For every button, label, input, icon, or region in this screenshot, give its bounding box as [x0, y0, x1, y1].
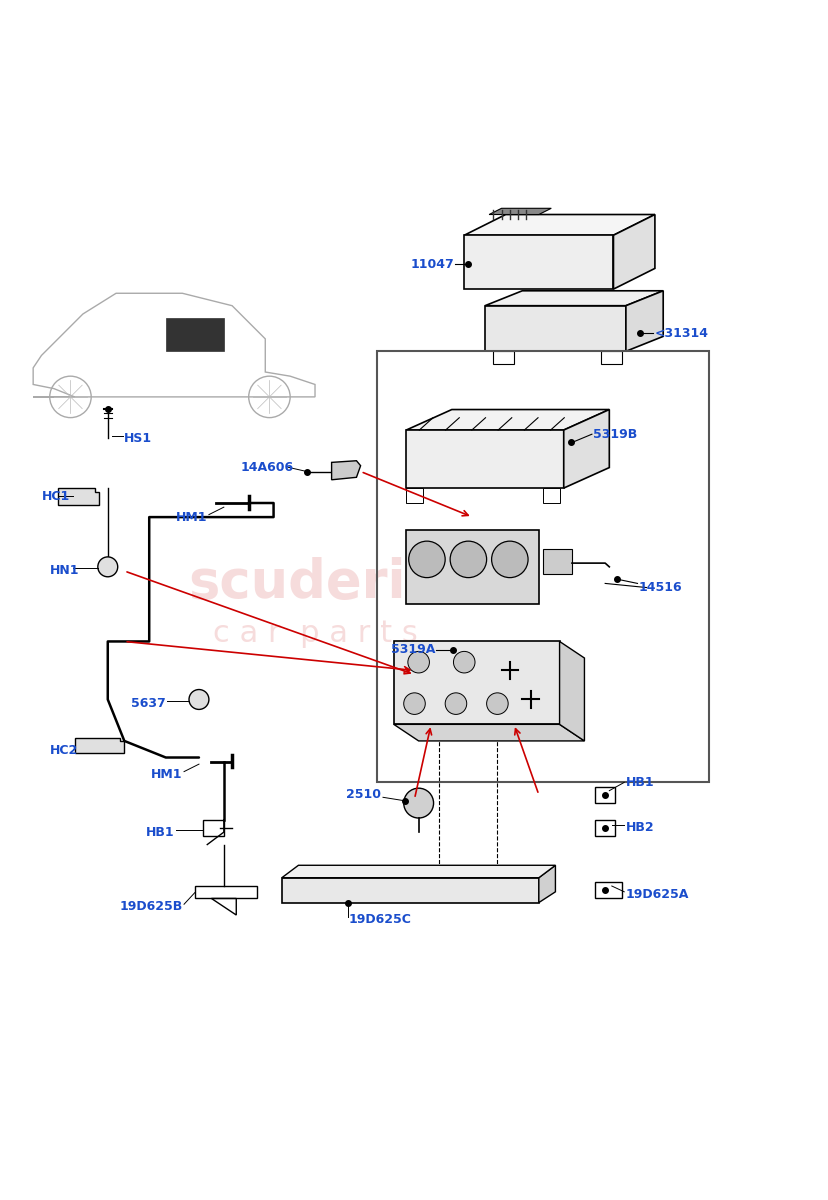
- Circle shape: [403, 788, 433, 818]
- Circle shape: [98, 557, 118, 577]
- Text: 5319A: 5319A: [390, 643, 435, 656]
- Polygon shape: [406, 430, 563, 488]
- Bar: [542, 550, 571, 575]
- Polygon shape: [406, 488, 422, 503]
- Polygon shape: [493, 352, 513, 364]
- Text: HC2: HC2: [50, 744, 78, 757]
- Text: HS1: HS1: [124, 432, 152, 445]
- Polygon shape: [542, 488, 559, 503]
- Text: 19D625B: 19D625B: [119, 900, 182, 913]
- Circle shape: [445, 692, 466, 714]
- Polygon shape: [393, 725, 584, 740]
- Text: <31314: <31314: [654, 326, 708, 340]
- Circle shape: [403, 692, 425, 714]
- Polygon shape: [600, 352, 621, 364]
- Polygon shape: [625, 290, 662, 352]
- Circle shape: [453, 652, 474, 673]
- Polygon shape: [282, 865, 555, 877]
- Text: 19D625A: 19D625A: [625, 888, 688, 901]
- Text: c a r  p a r t s: c a r p a r t s: [213, 619, 416, 648]
- Text: HB1: HB1: [625, 776, 654, 788]
- Polygon shape: [613, 215, 654, 289]
- Polygon shape: [331, 461, 360, 480]
- Polygon shape: [489, 209, 551, 215]
- Circle shape: [407, 652, 429, 673]
- Polygon shape: [406, 529, 538, 604]
- Text: 2510: 2510: [346, 788, 381, 802]
- Polygon shape: [464, 215, 654, 235]
- Text: 14516: 14516: [638, 581, 681, 594]
- Polygon shape: [393, 642, 559, 725]
- Polygon shape: [406, 409, 609, 430]
- Circle shape: [486, 692, 508, 714]
- Text: HC1: HC1: [41, 490, 70, 503]
- Text: scuderia: scuderia: [188, 558, 441, 610]
- Polygon shape: [563, 409, 609, 488]
- Text: 14A606: 14A606: [240, 461, 293, 474]
- Polygon shape: [538, 865, 555, 902]
- Text: 19D625C: 19D625C: [348, 913, 411, 925]
- Circle shape: [450, 541, 486, 577]
- Text: HB2: HB2: [625, 822, 654, 834]
- Polygon shape: [484, 290, 662, 306]
- Circle shape: [189, 690, 209, 709]
- Text: HB1: HB1: [145, 826, 174, 839]
- Text: 5319B: 5319B: [592, 427, 636, 440]
- Text: HM1: HM1: [176, 511, 207, 523]
- Circle shape: [491, 541, 527, 577]
- Text: HM1: HM1: [151, 768, 182, 780]
- Circle shape: [408, 541, 445, 577]
- Bar: [166, 318, 224, 352]
- PathPatch shape: [58, 488, 99, 505]
- PathPatch shape: [75, 738, 124, 754]
- Text: 11047: 11047: [410, 258, 454, 271]
- Polygon shape: [559, 642, 584, 740]
- Polygon shape: [282, 877, 538, 902]
- Bar: [377, 352, 708, 782]
- Text: HN1: HN1: [50, 564, 79, 577]
- Polygon shape: [484, 306, 625, 352]
- Text: 5637: 5637: [131, 697, 166, 710]
- Polygon shape: [464, 235, 613, 289]
